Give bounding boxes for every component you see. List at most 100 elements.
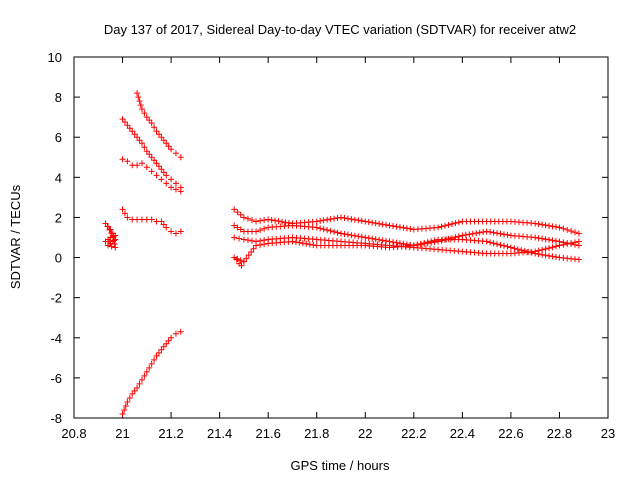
data-point bbox=[403, 225, 410, 232]
data-point bbox=[546, 252, 553, 259]
data-point bbox=[483, 228, 490, 235]
data-point bbox=[111, 237, 118, 244]
data-point bbox=[129, 128, 136, 135]
data-point bbox=[511, 245, 518, 252]
data-point bbox=[104, 223, 111, 230]
data-point bbox=[163, 224, 170, 231]
data-point bbox=[146, 364, 153, 371]
data-point bbox=[112, 232, 119, 239]
data-point bbox=[134, 90, 141, 97]
x-tick-label: 22.2 bbox=[401, 426, 426, 441]
data-point bbox=[365, 235, 372, 242]
data-point bbox=[138, 376, 145, 383]
data-point bbox=[250, 245, 257, 252]
data-point bbox=[261, 225, 268, 232]
y-tick-label: -4 bbox=[50, 331, 62, 346]
data-point bbox=[163, 172, 170, 179]
data-point bbox=[369, 219, 376, 226]
x-tick-label: 22.6 bbox=[498, 426, 523, 441]
data-point bbox=[285, 219, 292, 226]
data-point bbox=[393, 223, 400, 230]
data-point bbox=[504, 231, 511, 238]
data-point bbox=[119, 410, 126, 417]
data-point bbox=[487, 229, 494, 236]
data-point bbox=[272, 217, 279, 224]
data-point bbox=[344, 215, 351, 222]
data-point bbox=[177, 228, 184, 235]
data-point bbox=[317, 225, 324, 232]
data-point bbox=[163, 140, 170, 147]
data-point bbox=[233, 256, 240, 263]
data-point bbox=[480, 229, 487, 236]
y-tick-label: 4 bbox=[55, 170, 62, 185]
data-point bbox=[376, 220, 383, 227]
data-point bbox=[313, 224, 320, 231]
data-point bbox=[341, 215, 348, 222]
data-point bbox=[158, 218, 165, 225]
data-point bbox=[393, 239, 400, 246]
data-point bbox=[138, 140, 145, 147]
data-point bbox=[134, 134, 141, 141]
data-point bbox=[177, 188, 184, 195]
data-point bbox=[372, 220, 379, 227]
data-point bbox=[257, 227, 264, 234]
data-point bbox=[483, 238, 490, 245]
data-point bbox=[119, 156, 126, 163]
data-point bbox=[324, 216, 331, 223]
series-trace-3 bbox=[231, 234, 582, 257]
data-point bbox=[172, 180, 179, 187]
data-point bbox=[172, 150, 179, 157]
series-trace-4 bbox=[231, 236, 582, 265]
plot-frame bbox=[73, 56, 609, 419]
x-tick-label: 23 bbox=[601, 426, 615, 441]
data-point bbox=[575, 256, 582, 263]
x-tick-label: 21.6 bbox=[256, 426, 281, 441]
data-point bbox=[168, 184, 175, 191]
data-point bbox=[153, 128, 160, 135]
data-point bbox=[494, 241, 501, 248]
y-tick-label: 0 bbox=[55, 251, 62, 266]
data-point bbox=[383, 221, 390, 228]
data-point bbox=[331, 228, 338, 235]
data-point bbox=[172, 330, 179, 337]
data-point bbox=[344, 231, 351, 238]
data-point bbox=[141, 110, 148, 117]
series-arc-d bbox=[119, 206, 184, 237]
data-point bbox=[407, 225, 414, 232]
x-tick-label: 21 bbox=[115, 426, 129, 441]
data-point bbox=[452, 220, 459, 227]
data-point bbox=[303, 240, 310, 247]
data-point bbox=[153, 352, 160, 359]
data-point bbox=[240, 258, 247, 265]
data-point bbox=[542, 252, 549, 259]
data-point bbox=[236, 235, 243, 242]
data-point bbox=[237, 226, 244, 233]
data-point bbox=[135, 94, 142, 101]
data-point bbox=[158, 176, 165, 183]
data-point bbox=[158, 346, 165, 353]
x-tick-label: 22.4 bbox=[450, 426, 475, 441]
y-tick-label: 6 bbox=[55, 130, 62, 145]
y-tick-label: -8 bbox=[50, 411, 62, 426]
data-point bbox=[238, 262, 245, 269]
data-point bbox=[261, 217, 268, 224]
data-point bbox=[560, 241, 567, 248]
data-point bbox=[148, 154, 155, 161]
data-point bbox=[549, 237, 556, 244]
axis-ticks: 20.8 21 21.2 21.4 21.6 21.8 22 22.2 22.4 22.6 22.8… bbox=[48, 50, 616, 441]
y-tick-label: -2 bbox=[50, 291, 62, 306]
data-point bbox=[160, 137, 167, 144]
x-tick-label: 20.8 bbox=[61, 426, 86, 441]
data-point bbox=[261, 241, 268, 248]
data-point bbox=[351, 216, 358, 223]
data-point bbox=[552, 223, 559, 230]
data-point bbox=[327, 227, 334, 234]
data-point bbox=[455, 233, 462, 240]
data-point bbox=[525, 248, 532, 255]
data-point bbox=[111, 241, 118, 248]
data-point bbox=[497, 241, 504, 248]
data-point bbox=[240, 214, 247, 221]
data-point bbox=[431, 237, 438, 244]
data-point bbox=[365, 219, 372, 226]
data-point bbox=[518, 247, 525, 254]
